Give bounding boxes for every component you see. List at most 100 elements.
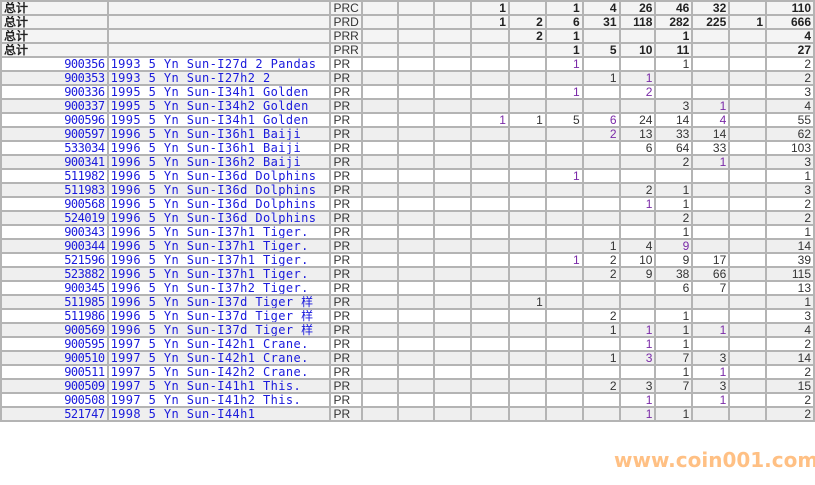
count-cell[interactable]: 14 [765, 350, 815, 366]
coin-name-link[interactable]: 1995 5 Yn Sun-I34h1 Golden [106, 112, 332, 128]
count-cell[interactable]: 103 [765, 140, 815, 156]
coin-id-link[interactable]: 900356 [0, 56, 109, 72]
coin-id-link[interactable]: 900595 [0, 336, 109, 352]
count-cell[interactable]: 14 [765, 238, 815, 254]
count-cell[interactable]: 1 [765, 224, 815, 240]
count-cell[interactable]: 64 [654, 140, 694, 156]
count-cell[interactable]: 3 [765, 308, 815, 324]
coin-id-link[interactable]: 900596 [0, 112, 109, 128]
coin-name-link[interactable]: 1996 5 Yn Sun-I36h1 Baiji [106, 126, 332, 142]
coin-name-link[interactable]: 1996 5 Yn Sun-I36d Dolphins [106, 182, 332, 198]
coin-name-link[interactable]: 1995 5 Yn Sun-I34h2 Golden [106, 98, 332, 114]
count-cell[interactable]: 1 [544, 168, 584, 184]
count-cell[interactable]: 2 [654, 154, 694, 170]
count-cell[interactable]: 10 [618, 252, 657, 268]
coin-name-link[interactable]: 1997 5 Yn Sun-I42h1 Crane. [106, 336, 332, 352]
count-cell[interactable]: 3 [618, 378, 657, 394]
count-cell[interactable]: 1 [544, 84, 584, 100]
count-cell[interactable]: 1 [691, 392, 731, 408]
coin-id-link[interactable]: 521596 [0, 252, 109, 268]
count-cell[interactable]: 1 [654, 308, 694, 324]
count-cell[interactable]: 6 [618, 140, 657, 156]
count-cell[interactable]: 1 [618, 196, 657, 212]
coin-name-link[interactable]: 1995 5 Yn Sun-I34h1 Golden [106, 84, 332, 100]
count-cell[interactable]: 1 [581, 350, 621, 366]
count-cell[interactable]: 1 [618, 70, 657, 86]
coin-id-link[interactable]: 523882 [0, 266, 109, 282]
coin-name-link[interactable]: 1997 5 Yn Sun-I42h1 Crane. [106, 350, 332, 366]
count-cell[interactable]: 2 [618, 84, 657, 100]
coin-name-link[interactable]: 1997 5 Yn Sun-I41h1 This. [106, 378, 332, 394]
count-cell[interactable]: 9 [654, 238, 694, 254]
count-cell[interactable]: 1 [470, 112, 510, 128]
count-cell[interactable]: 1 [654, 322, 694, 338]
count-cell[interactable]: 2 [765, 392, 815, 408]
count-cell[interactable]: 9 [618, 266, 657, 282]
coin-id-link[interactable]: 533034 [0, 140, 109, 156]
coin-name-link[interactable]: 1996 5 Yn Sun-I37h1 Tiger. [106, 224, 332, 240]
coin-id-link[interactable]: 900510 [0, 350, 109, 366]
count-cell[interactable]: 62 [765, 126, 815, 142]
count-cell[interactable]: 1 [654, 336, 694, 352]
count-cell[interactable]: 115 [765, 266, 815, 282]
count-cell[interactable]: 3 [765, 84, 815, 100]
count-cell[interactable]: 1 [691, 322, 731, 338]
coin-name-link[interactable]: 1996 5 Yn Sun-I36d Dolphins [106, 210, 332, 226]
coin-name-link[interactable]: 1997 5 Yn Sun-I42h2 Crane. [106, 364, 332, 380]
count-cell[interactable]: 1 [691, 154, 731, 170]
count-cell[interactable]: 1 [654, 56, 694, 72]
count-cell[interactable]: 2 [581, 266, 621, 282]
count-cell[interactable]: 1 [581, 322, 621, 338]
count-cell[interactable]: 1 [654, 224, 694, 240]
coin-id-link[interactable]: 900511 [0, 364, 109, 380]
coin-id-link[interactable]: 900336 [0, 84, 109, 100]
coin-name-link[interactable]: 1998 5 Yn Sun-I44h1 [106, 406, 332, 422]
count-cell[interactable]: 39 [765, 252, 815, 268]
count-cell[interactable]: 1 [765, 168, 815, 184]
coin-name-link[interactable]: 1996 5 Yn Sun-I37h1 Tiger. [106, 238, 332, 254]
count-cell[interactable]: 24 [618, 112, 657, 128]
coin-id-link[interactable]: 900568 [0, 196, 109, 212]
count-cell[interactable]: 1 [544, 56, 584, 72]
coin-id-link[interactable]: 900509 [0, 378, 109, 394]
count-cell[interactable]: 13 [765, 280, 815, 296]
count-cell[interactable]: 2 [581, 126, 621, 142]
count-cell[interactable]: 3 [691, 350, 731, 366]
coin-name-link[interactable]: 1996 5 Yn Sun-I37h2 Tiger. [106, 280, 332, 296]
coin-id-link[interactable]: 511983 [0, 182, 109, 198]
coin-id-link[interactable]: 511986 [0, 308, 109, 324]
count-cell[interactable]: 3 [765, 182, 815, 198]
count-cell[interactable]: 1 [618, 336, 657, 352]
count-cell[interactable]: 1 [507, 294, 547, 310]
count-cell[interactable]: 4 [691, 112, 731, 128]
count-cell[interactable]: 1 [544, 252, 584, 268]
count-cell[interactable]: 4 [618, 238, 657, 254]
coin-name-link[interactable]: 1996 5 Yn Sun-I36d Dolphins [106, 168, 332, 184]
count-cell[interactable]: 6 [581, 112, 621, 128]
count-cell[interactable]: 33 [691, 140, 731, 156]
coin-name-link[interactable]: 1993 5 Yn Sun-I27h2 2 [106, 70, 332, 86]
count-cell[interactable]: 1 [618, 392, 657, 408]
coin-name-link[interactable]: 1996 5 Yn Sun-I37d Tiger 样 [106, 322, 332, 338]
coin-id-link[interactable]: 900343 [0, 224, 109, 240]
count-cell[interactable]: 5 [544, 112, 584, 128]
count-cell[interactable]: 1 [618, 406, 657, 422]
count-cell[interactable]: 2 [765, 364, 815, 380]
coin-id-link[interactable]: 524019 [0, 210, 109, 226]
count-cell[interactable]: 1 [654, 406, 694, 422]
count-cell[interactable]: 17 [691, 252, 731, 268]
coin-name-link[interactable]: 1996 5 Yn Sun-I36h1 Baiji [106, 140, 332, 156]
count-cell[interactable]: 2 [654, 210, 694, 226]
count-cell[interactable]: 13 [618, 126, 657, 142]
count-cell[interactable]: 55 [765, 112, 815, 128]
count-cell[interactable]: 1 [654, 196, 694, 212]
coin-name-link[interactable]: 1996 5 Yn Sun-I36d Dolphins [106, 196, 332, 212]
coin-id-link[interactable]: 900344 [0, 238, 109, 254]
coin-name-link[interactable]: 1996 5 Yn Sun-I37h1 Tiger. [106, 266, 332, 282]
count-cell[interactable]: 3 [765, 154, 815, 170]
coin-name-link[interactable]: 1996 5 Yn Sun-I37d Tiger 样 [106, 294, 332, 310]
count-cell[interactable]: 66 [691, 266, 731, 282]
coin-id-link[interactable]: 511985 [0, 294, 109, 310]
count-cell[interactable]: 1 [507, 112, 547, 128]
count-cell[interactable]: 1 [618, 322, 657, 338]
